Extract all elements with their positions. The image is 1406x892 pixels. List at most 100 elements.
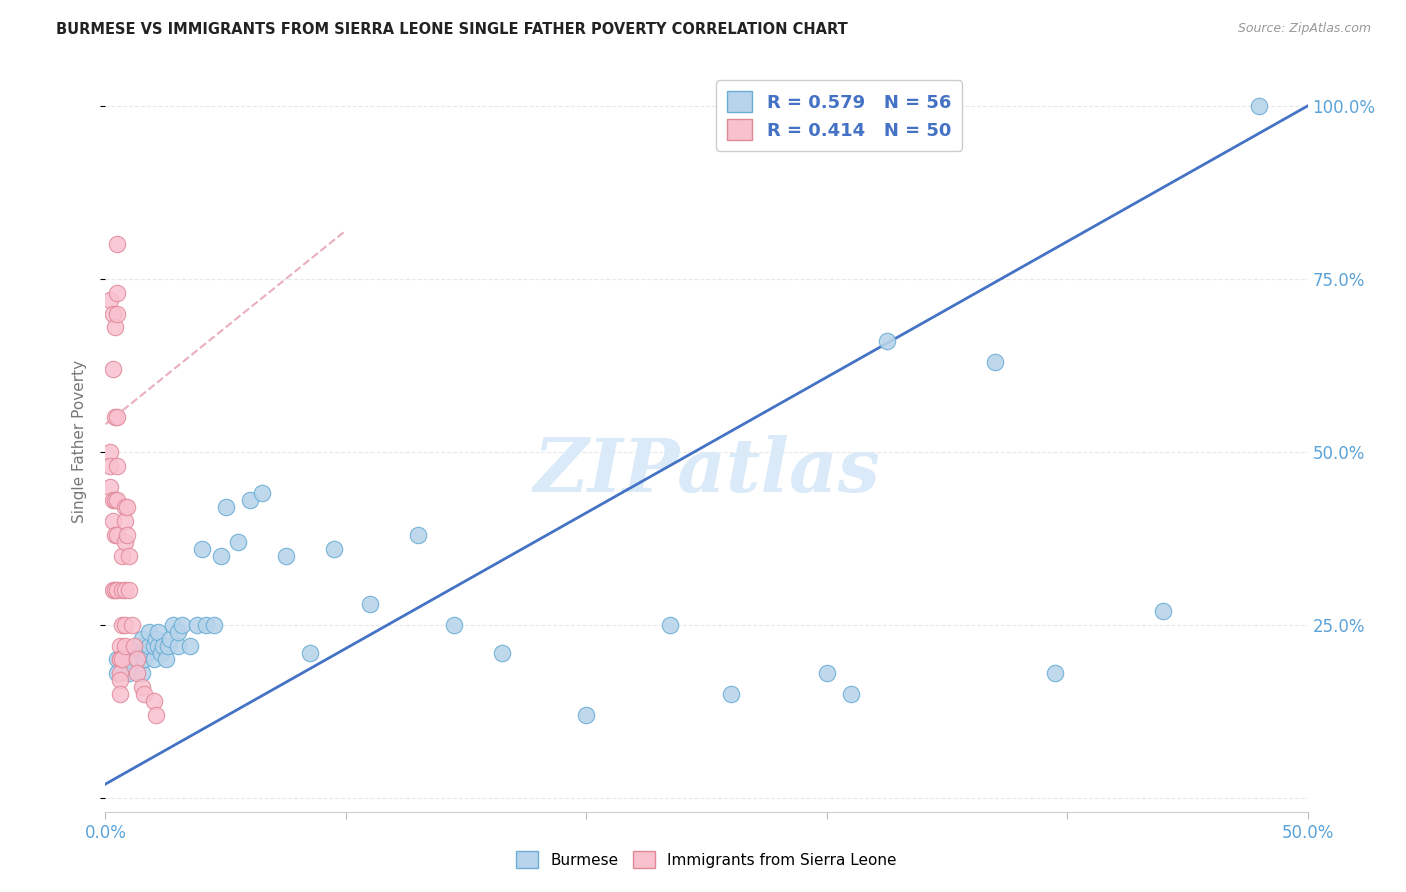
Point — [118, 652, 141, 666]
Point — [179, 639, 201, 653]
Text: Source: ZipAtlas.com: Source: ZipAtlas.com — [1237, 22, 1371, 36]
Point — [128, 639, 150, 653]
Point — [166, 624, 188, 639]
Point — [115, 528, 138, 542]
Point — [1043, 666, 1066, 681]
Point — [118, 549, 141, 563]
Point — [118, 646, 141, 660]
Point — [876, 334, 898, 349]
Point — [101, 306, 124, 320]
Point — [209, 549, 232, 563]
Point — [101, 583, 124, 598]
Point — [121, 618, 143, 632]
Point — [104, 528, 127, 542]
Point — [172, 618, 194, 632]
Point — [114, 514, 136, 528]
Point — [131, 680, 153, 694]
Point — [839, 687, 862, 701]
Point — [132, 652, 155, 666]
Point — [104, 493, 127, 508]
Point — [101, 493, 124, 508]
Point — [152, 639, 174, 653]
Point — [111, 549, 134, 563]
Point — [107, 652, 129, 666]
Point — [125, 652, 148, 666]
Point — [575, 707, 598, 722]
Point — [114, 639, 136, 653]
Point — [195, 618, 218, 632]
Point — [274, 549, 297, 563]
Point — [104, 320, 127, 334]
Point — [148, 624, 170, 639]
Point — [98, 458, 121, 473]
Point — [108, 666, 131, 681]
Point — [166, 639, 188, 653]
Point — [815, 666, 838, 681]
Point — [138, 639, 160, 653]
Point — [491, 646, 513, 660]
Point — [107, 493, 129, 508]
Point — [132, 687, 155, 701]
Point — [111, 618, 134, 632]
Point — [111, 652, 134, 666]
Point — [108, 673, 131, 688]
Point — [135, 646, 157, 660]
Point — [149, 646, 172, 660]
Point — [145, 707, 167, 722]
Point — [159, 632, 181, 646]
Point — [226, 534, 249, 549]
Point — [107, 285, 129, 300]
Point — [114, 618, 136, 632]
Point — [114, 500, 136, 515]
Point — [406, 528, 429, 542]
Point — [214, 500, 236, 515]
Point — [142, 694, 165, 708]
Point — [107, 583, 129, 598]
Point — [107, 237, 129, 252]
Point — [101, 362, 124, 376]
Point — [107, 666, 129, 681]
Point — [104, 583, 127, 598]
Point — [125, 652, 148, 666]
Point — [108, 652, 131, 666]
Point — [114, 534, 136, 549]
Text: BURMESE VS IMMIGRANTS FROM SIERRA LEONE SINGLE FATHER POVERTY CORRELATION CHART: BURMESE VS IMMIGRANTS FROM SIERRA LEONE … — [56, 22, 848, 37]
Point — [298, 646, 321, 660]
Point — [142, 652, 165, 666]
Point — [98, 479, 121, 493]
Point — [101, 514, 124, 528]
Point — [98, 293, 121, 307]
Point — [108, 652, 131, 666]
Point — [202, 618, 225, 632]
Point — [131, 632, 153, 646]
Point — [118, 666, 141, 681]
Point — [104, 410, 127, 425]
Point — [108, 639, 131, 653]
Point — [155, 652, 177, 666]
Point — [156, 639, 179, 653]
Point — [98, 445, 121, 459]
Point — [142, 639, 165, 653]
Point — [359, 597, 381, 611]
Point — [111, 583, 134, 598]
Point — [239, 493, 262, 508]
Point — [107, 528, 129, 542]
Point — [984, 355, 1007, 369]
Point — [107, 458, 129, 473]
Text: ZIPatlas: ZIPatlas — [533, 435, 880, 508]
Point — [131, 666, 153, 681]
Point — [115, 500, 138, 515]
Point — [322, 541, 344, 556]
Point — [124, 659, 146, 673]
Point — [118, 583, 141, 598]
Point — [131, 646, 153, 660]
Point — [148, 639, 170, 653]
Point — [659, 618, 682, 632]
Point — [186, 618, 208, 632]
Point — [107, 306, 129, 320]
Point — [138, 624, 160, 639]
Point — [720, 687, 742, 701]
Point — [145, 632, 167, 646]
Point — [443, 618, 465, 632]
Y-axis label: Single Father Poverty: Single Father Poverty — [72, 360, 87, 523]
